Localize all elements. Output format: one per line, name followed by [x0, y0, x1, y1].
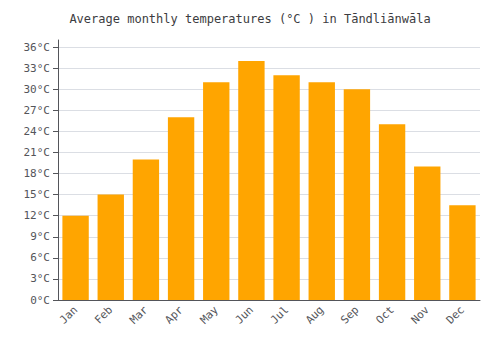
svg-text:Jun: Jun — [233, 303, 256, 326]
svg-text:Nov: Nov — [409, 303, 432, 326]
svg-text:6°C: 6°C — [30, 251, 50, 264]
svg-text:Apr: Apr — [162, 303, 185, 326]
svg-text:Aug: Aug — [303, 303, 326, 326]
svg-text:9°C: 9°C — [30, 230, 50, 243]
svg-text:21°C: 21°C — [24, 146, 51, 159]
svg-text:33°C: 33°C — [24, 62, 51, 75]
svg-text:27°C: 27°C — [24, 104, 51, 117]
svg-text:30°C: 30°C — [24, 83, 51, 96]
svg-text:May: May — [198, 303, 221, 326]
svg-text:Oct: Oct — [373, 303, 396, 326]
svg-text:Jul: Jul — [268, 303, 291, 326]
svg-text:Sep: Sep — [338, 303, 361, 326]
svg-text:Jan: Jan — [57, 303, 80, 326]
svg-text:3°C: 3°C — [30, 272, 50, 285]
svg-text:Feb: Feb — [92, 303, 115, 326]
svg-text:24°C: 24°C — [24, 125, 51, 138]
svg-text:18°C: 18°C — [24, 167, 51, 180]
svg-text:12°C: 12°C — [24, 209, 51, 222]
svg-text:0°C: 0°C — [30, 294, 50, 307]
svg-text:15°C: 15°C — [24, 188, 51, 201]
svg-text:Average monthly temperatures (: Average monthly temperatures (°C ) in Tā… — [69, 12, 430, 26]
svg-text:Dec: Dec — [444, 303, 467, 326]
svg-text:36°C: 36°C — [24, 41, 51, 54]
svg-text:Mar: Mar — [127, 303, 150, 326]
